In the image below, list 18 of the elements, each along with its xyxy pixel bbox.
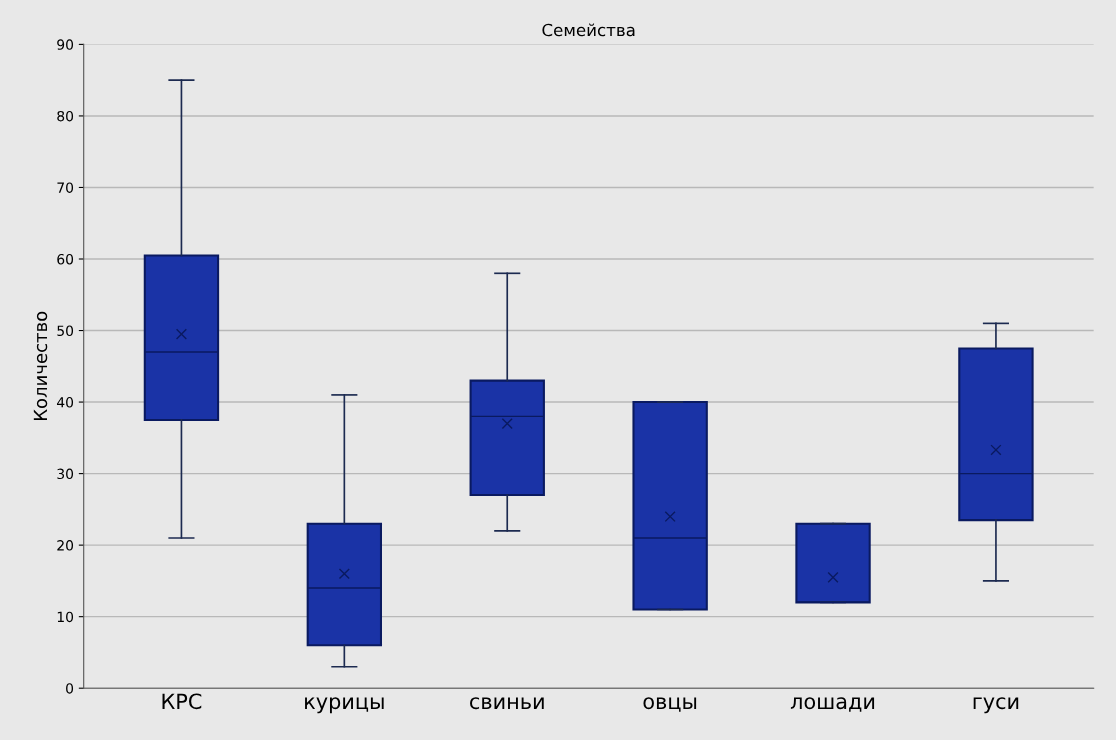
y-axis-title: Количество [33,311,48,421]
x-tick-label: КРС [162,693,202,710]
y-tick-label: 50 [57,325,74,337]
y-tick-label: 10 [57,611,74,623]
y-tick-label: 0 [66,683,74,694]
x-tick-label: свиньи [470,697,544,710]
x-tick-label: овцы [643,697,697,712]
y-tick-label: 80 [57,110,74,122]
y-tick-label: 90 [57,39,74,50]
y-tick-label: 70 [57,182,74,193]
y-tick-label: 30 [57,468,74,480]
x-tick-label: курицы [305,697,384,714]
x-tick-label: лошади [790,697,875,712]
y-tick-label: 20 [57,540,74,551]
chart-title: Семейства [542,23,635,37]
y-tick-label: 40 [56,397,74,408]
x-tick-label: гуси [973,697,1019,714]
y-tick-label: 60 [57,253,74,265]
